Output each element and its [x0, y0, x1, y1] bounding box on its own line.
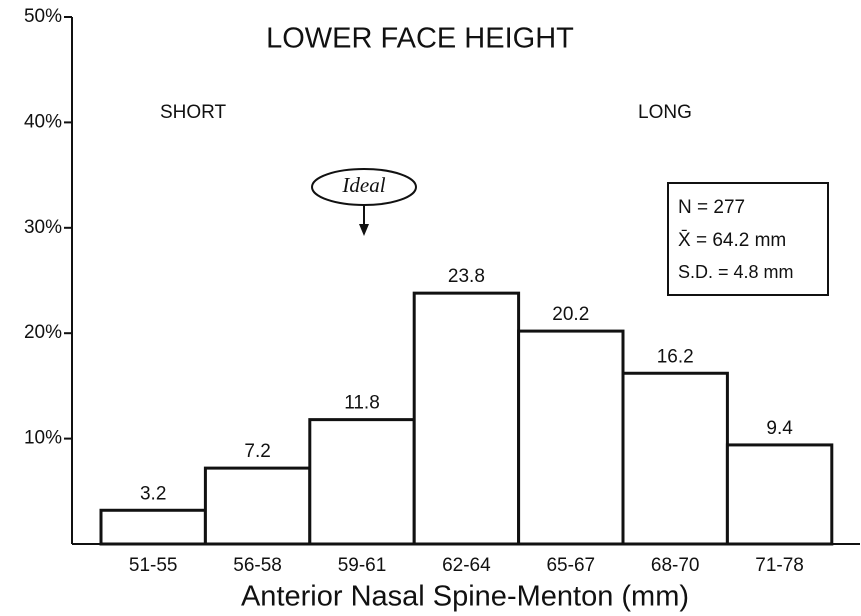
bar	[725, 443, 834, 546]
y-tick-label: 20%	[24, 322, 62, 343]
x-axis-label: Anterior Nasal Spine-Menton (mm)	[241, 581, 689, 613]
x-tick-label: 62-64	[442, 555, 491, 576]
value-label: 20.2	[552, 304, 589, 325]
annotation: S.D. = 4.8 mm	[678, 262, 794, 282]
annotation: X̄ = 64.2 mm	[678, 230, 786, 251]
value-label: 16.2	[657, 346, 694, 367]
bar	[308, 418, 416, 546]
annotation: N = 277	[678, 197, 745, 218]
bar	[412, 291, 521, 546]
value-label: 7.2	[244, 441, 270, 462]
x-tick-label: 51-55	[129, 555, 178, 576]
annotation: LONG	[638, 102, 692, 123]
value-label: 3.2	[140, 483, 166, 504]
x-tick-label: 71-78	[755, 555, 804, 576]
x-tick-label: 65-67	[546, 555, 595, 576]
bar	[517, 329, 625, 546]
y-tick-label: 30%	[24, 217, 62, 238]
annotation: Ideal	[341, 173, 385, 197]
x-tick-label: 56-58	[233, 555, 282, 576]
value-label: 11.8	[344, 393, 380, 414]
chart-title: LOWER FACE HEIGHT	[266, 23, 574, 55]
bar	[99, 508, 207, 546]
annotation: SHORT	[160, 102, 227, 123]
stats-box	[667, 182, 829, 296]
y-tick-label: 40%	[24, 111, 62, 132]
y-tick-label: 50%	[24, 6, 62, 27]
bar	[621, 371, 729, 546]
bar	[203, 466, 312, 546]
value-label: 23.8	[448, 266, 485, 287]
x-tick-label: 59-61	[338, 555, 387, 576]
value-label: 9.4	[766, 418, 793, 439]
x-tick-label: 68-70	[651, 555, 700, 576]
y-tick-label: 10%	[24, 428, 62, 449]
ideal-arrowhead	[359, 224, 369, 236]
